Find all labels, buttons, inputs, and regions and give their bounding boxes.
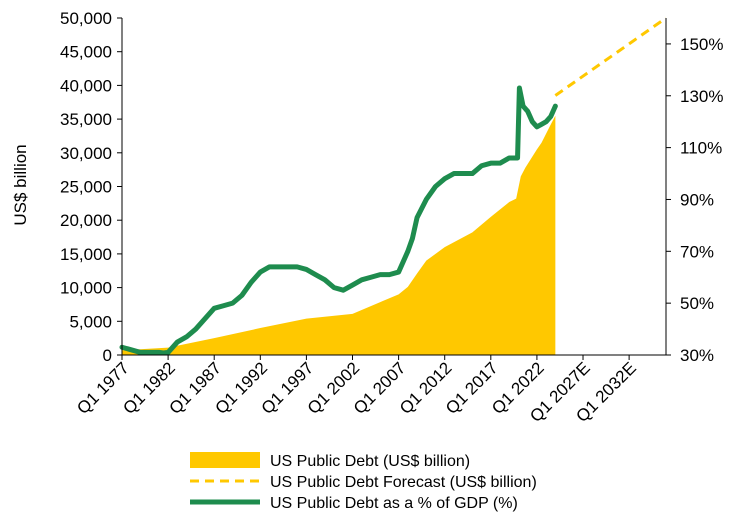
left-tick-label: 40,000 <box>60 76 112 95</box>
right-tick-label: 50% <box>680 294 714 313</box>
y-axis-label: US$ billion <box>11 144 30 225</box>
pct-gdp-layer <box>119 85 558 356</box>
debt-area-layer <box>122 115 556 355</box>
left-tick-label: 30,000 <box>60 144 112 163</box>
legend-item: US Public Debt (US$ billion) <box>190 452 470 470</box>
right-tick-label: 110% <box>680 139 722 158</box>
left-tick-label: 10,000 <box>60 279 112 298</box>
legend: US Public Debt (US$ billion) US Public De… <box>190 452 537 512</box>
left-tick-label: 0 <box>103 346 112 365</box>
forecast-layer <box>554 16 667 97</box>
legend-label: US Public Debt (US$ billion) <box>270 453 470 470</box>
debt-area <box>122 115 556 355</box>
right-tick-label: 90% <box>680 190 714 209</box>
left-tick-label: 45,000 <box>60 43 112 62</box>
right-y-ticks: 30% 50% 70% 90% 110% 130% 150% <box>680 35 723 365</box>
left-tick-label: 35,000 <box>60 110 112 129</box>
pct-gdp-line <box>119 85 558 356</box>
forecast-line <box>554 16 667 97</box>
left-tick-label: 25,000 <box>60 178 112 197</box>
left-tick-label: 5,000 <box>69 312 112 331</box>
legend-item: US Public Debt Forecast (US$ billion) <box>190 474 537 491</box>
legend-item: US Public Debt as a % of GDP (%) <box>190 495 518 512</box>
axes <box>117 17 671 360</box>
legend-swatch-area <box>190 452 260 468</box>
legend-label: US Public Debt Forecast (US$ billion) <box>270 474 537 491</box>
left-tick-label: 50,000 <box>60 9 112 28</box>
legend-label: US Public Debt as a % of GDP (%) <box>270 495 518 512</box>
left-tick-label: 20,000 <box>60 211 112 230</box>
right-tick-label: 30% <box>680 346 714 365</box>
left-tick-label: 15,000 <box>60 245 112 264</box>
right-tick-label: 70% <box>680 242 714 261</box>
right-tick-label: 130% <box>680 87 723 106</box>
right-tick-label: 150% <box>680 35 723 54</box>
left-y-ticks: 0 5,000 10,000 15,000 20,000 25,000 30,000 35,0… <box>60 9 112 365</box>
